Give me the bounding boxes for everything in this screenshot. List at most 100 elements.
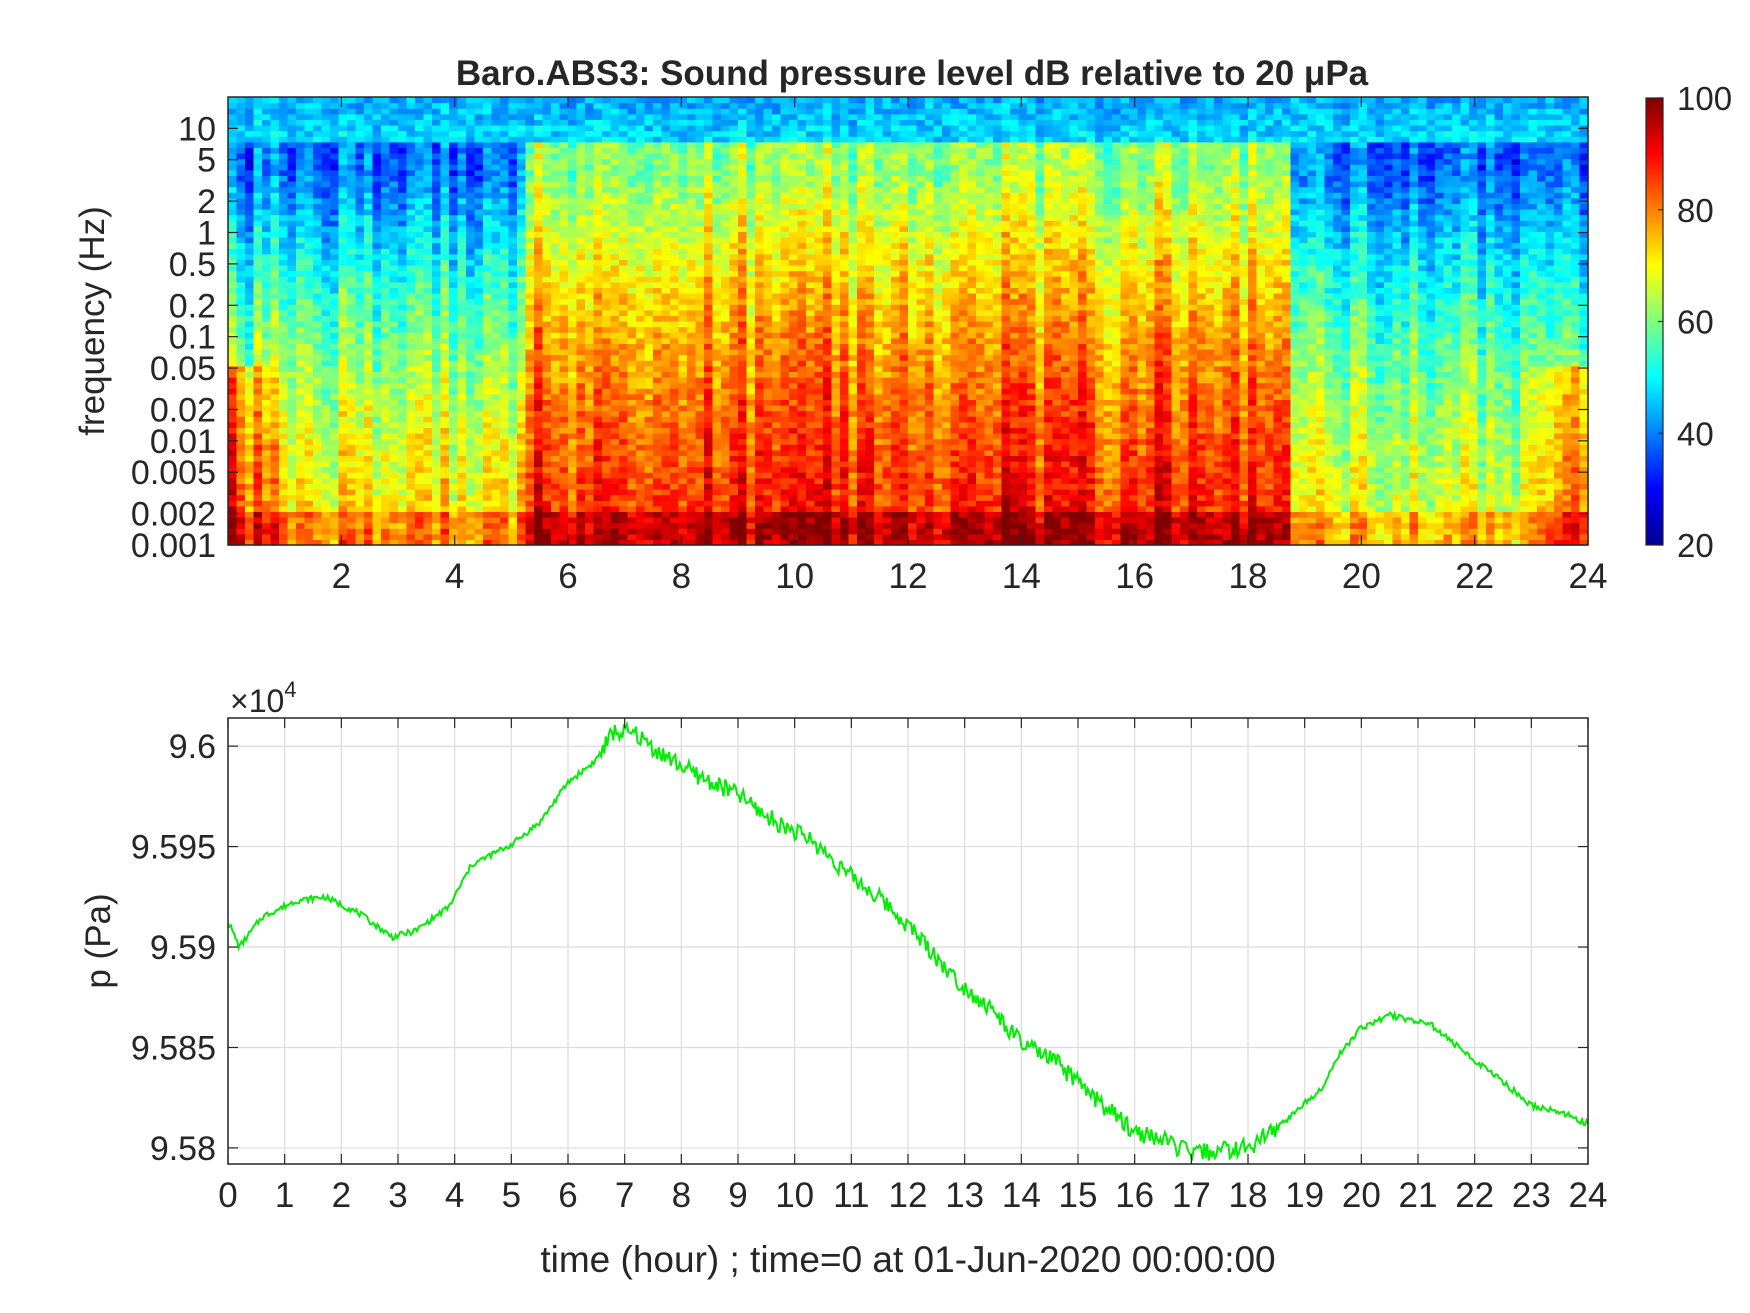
- heatmap-cell: [321, 421, 331, 428]
- heatmap-cell: [670, 539, 680, 546]
- heatmap-cell: [347, 332, 357, 339]
- heatmap-cell: [729, 444, 739, 451]
- heatmap-cell: [347, 197, 357, 204]
- heatmap-cell: [721, 433, 731, 440]
- heatmap-cell: [423, 231, 433, 238]
- heatmap-cell: [279, 225, 289, 232]
- heatmap-cell: [262, 175, 272, 182]
- heatmap-cell: [525, 197, 535, 204]
- heatmap-cell: [347, 113, 357, 120]
- heatmap-cell: [559, 270, 569, 277]
- heatmap-cell: [321, 466, 331, 473]
- heatmap-cell: [712, 399, 722, 406]
- heatmap-cell: [406, 248, 416, 255]
- heatmap-cell: [466, 192, 476, 199]
- heatmap-cell: [364, 517, 374, 524]
- heatmap-cell: [721, 343, 731, 350]
- heatmap-cell: [738, 500, 748, 507]
- heatmap-cell: [721, 287, 731, 294]
- heatmap-cell: [245, 343, 255, 350]
- heatmap-cell: [585, 494, 595, 501]
- heatmap-cell: [619, 281, 629, 288]
- heatmap-cell: [279, 220, 289, 227]
- heatmap-cell: [619, 270, 629, 277]
- heatmap-cell: [738, 533, 748, 540]
- heatmap-cell: [406, 438, 416, 445]
- heatmap-cell: [687, 472, 697, 479]
- heatmap-cell: [729, 175, 739, 182]
- heatmap-cell: [381, 231, 391, 238]
- heatmap-cell: [474, 259, 484, 266]
- heatmap-cell: [704, 203, 714, 210]
- heatmap-cell: [313, 293, 323, 300]
- heatmap-cell: [542, 108, 552, 115]
- heatmap-cell: [636, 416, 646, 423]
- heatmap-cell: [287, 136, 297, 143]
- heatmap-cell: [287, 326, 297, 333]
- heatmap-cell: [466, 388, 476, 395]
- heatmap-cell: [687, 349, 697, 356]
- heatmap-cell: [704, 209, 714, 216]
- heatmap-cell: [610, 337, 620, 344]
- heatmap-cell: [253, 393, 263, 400]
- heatmap-cell: [474, 382, 484, 389]
- heatmap-cell: [415, 304, 425, 311]
- heatmap-cell: [636, 203, 646, 210]
- heatmap-cell: [449, 494, 459, 501]
- heatmap-cell: [619, 461, 629, 468]
- heatmap-cell: [738, 130, 748, 137]
- heatmap-cell: [525, 181, 535, 188]
- heatmap-cell: [593, 97, 603, 104]
- heatmap-cell: [551, 265, 561, 272]
- heatmap-cell: [593, 393, 603, 400]
- heatmap-cell: [313, 270, 323, 277]
- heatmap-cell: [568, 175, 578, 182]
- heatmap-cell: [576, 472, 586, 479]
- heatmap-cell: [670, 287, 680, 294]
- heatmap-cell: [483, 427, 493, 434]
- heatmap-cell: [670, 511, 680, 518]
- heatmap-cell: [466, 203, 476, 210]
- heatmap-cell: [500, 326, 510, 333]
- heatmap-cell: [636, 237, 646, 244]
- heatmap-cell: [729, 472, 739, 479]
- heatmap-cell: [457, 153, 467, 160]
- heatmap-cell: [738, 494, 748, 501]
- heatmap-cell: [483, 158, 493, 165]
- heatmap-cell: [695, 393, 705, 400]
- heatmap-cell: [432, 539, 442, 546]
- heatmap-cell: [398, 354, 408, 361]
- heatmap-cell: [568, 298, 578, 305]
- heatmap-cell: [644, 225, 654, 232]
- heatmap-cell: [406, 511, 416, 518]
- heatmap-cell: [279, 315, 289, 322]
- heatmap-cell: [644, 259, 654, 266]
- heatmap-cell: [525, 533, 535, 540]
- heatmap-cell: [738, 119, 748, 126]
- heatmap-cell: [406, 304, 416, 311]
- heatmap-cell: [279, 203, 289, 210]
- heatmap-cell: [457, 231, 467, 238]
- heatmap-cell: [746, 253, 756, 260]
- heatmap-cell: [279, 253, 289, 260]
- heatmap-cell: [355, 377, 365, 384]
- heatmap-cell: [440, 108, 450, 115]
- heatmap-cell: [746, 97, 756, 104]
- heatmap-cell: [636, 281, 646, 288]
- heatmap-cell: [228, 315, 238, 322]
- heatmap-cell: [593, 225, 603, 232]
- heatmap-cell: [593, 248, 603, 255]
- heatmap-cell: [500, 365, 510, 372]
- heatmap-cell: [576, 181, 586, 188]
- heatmap-cell: [602, 315, 612, 322]
- heatmap-cell: [398, 242, 408, 249]
- heatmap-cell: [253, 209, 263, 216]
- heatmap-cell: [262, 164, 272, 171]
- heatmap-cell: [364, 214, 374, 221]
- heatmap-cell: [704, 511, 714, 518]
- heatmap-cell: [525, 309, 535, 316]
- heatmap-cell: [364, 276, 374, 283]
- heatmap-cell: [568, 242, 578, 249]
- heatmap-cell: [695, 472, 705, 479]
- heatmap-cell: [449, 309, 459, 316]
